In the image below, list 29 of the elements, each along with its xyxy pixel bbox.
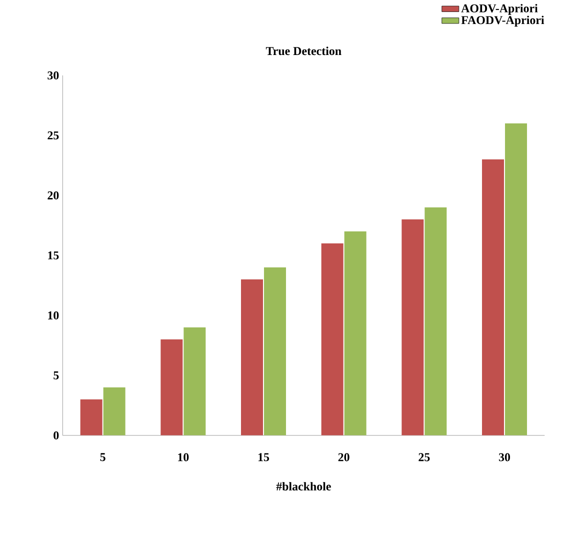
x-tick-label: 5 xyxy=(100,452,106,461)
x-tick-label: 30 xyxy=(498,452,510,462)
y-tick-label: 5 xyxy=(54,371,59,380)
y-tick-label: 25 xyxy=(48,131,59,140)
bar xyxy=(80,399,102,436)
x-axis-title: #blackhole xyxy=(276,482,331,490)
legend-label: FAODV-Apriori xyxy=(461,16,544,26)
bar xyxy=(160,339,183,436)
bar xyxy=(184,327,206,436)
bar xyxy=(103,387,126,436)
bar xyxy=(482,159,504,436)
bar xyxy=(505,123,527,436)
chart-title: True Detection xyxy=(266,46,342,55)
bar xyxy=(402,219,424,436)
legend-label: AODV-Apriori xyxy=(461,4,538,15)
y-tick-label: 10 xyxy=(48,311,59,320)
y-tick-label: 30 xyxy=(48,71,59,80)
bar xyxy=(321,243,344,436)
x-tick-label: 10 xyxy=(178,452,189,462)
bar xyxy=(344,231,366,436)
y-tick-label: 15 xyxy=(48,251,59,260)
bar xyxy=(240,279,263,436)
x-tick-label: 15 xyxy=(258,452,270,461)
x-tick-label: 20 xyxy=(338,452,350,462)
y-tick-label: 20 xyxy=(48,191,59,200)
bar xyxy=(424,207,447,436)
bar xyxy=(264,267,286,436)
y-tick-label: 0 xyxy=(54,431,59,440)
x-tick-label: 25 xyxy=(418,452,430,461)
